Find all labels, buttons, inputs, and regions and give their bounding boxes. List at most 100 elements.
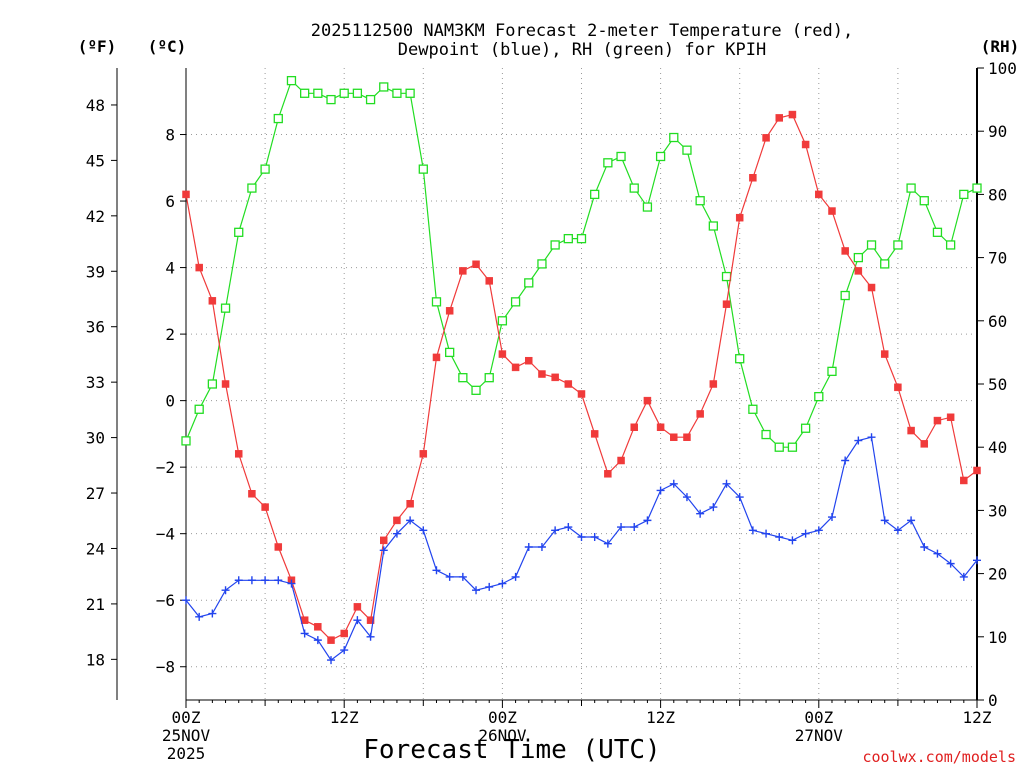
2-meter-temperature-point — [406, 499, 414, 508]
dewpoint-point — [432, 566, 441, 575]
rh-point — [945, 240, 956, 250]
dewpoint-point — [353, 616, 362, 625]
dewpoint-point — [630, 523, 639, 532]
celsius-tick-label: −4 — [156, 525, 175, 544]
dewpoint-point — [880, 516, 889, 525]
dewpoint-series — [182, 433, 981, 665]
rh-tick-label: 30 — [988, 501, 1007, 520]
2-meter-temperature-point — [498, 350, 507, 358]
dewpoint-point — [208, 609, 217, 618]
2-meter-temperature-point — [788, 110, 797, 119]
rh-point — [234, 227, 244, 237]
rh-point — [286, 75, 297, 86]
rh-point — [787, 442, 798, 452]
rh-point — [721, 271, 732, 282]
dewpoint-point — [590, 533, 599, 542]
rh-series — [181, 75, 982, 452]
dewpoint-point — [366, 632, 375, 641]
celsius-tick-label: −6 — [156, 591, 175, 610]
rh-point — [959, 189, 969, 200]
dewpoint-point — [748, 526, 757, 535]
dewpoint-point — [893, 526, 902, 535]
rh-tick-label: 100 — [988, 59, 1017, 78]
dewpoint-point — [577, 533, 586, 542]
dewpoint-point — [537, 542, 546, 551]
2-meter-temperature-point — [353, 603, 362, 611]
celsius-tick-label: −8 — [156, 658, 175, 677]
dewpoint-point — [458, 572, 467, 581]
axes — [111, 67, 984, 708]
rh-point — [853, 252, 863, 263]
2-meter-temperature-point — [960, 476, 968, 485]
rh-point — [932, 227, 943, 237]
dewpoint-point — [959, 572, 968, 581]
celsius-tick-label: 2 — [165, 325, 175, 344]
dewpoint-point — [247, 576, 256, 585]
temperature-series — [182, 110, 981, 644]
rh-point — [629, 183, 639, 193]
rh-point — [524, 278, 534, 288]
2-meter-temperature-point — [630, 423, 638, 431]
dewpoint-point — [973, 556, 981, 565]
2-meter-temperature-point — [221, 380, 230, 388]
dewpoint-point — [564, 523, 573, 532]
fahrenheit-tick-label: 33 — [86, 373, 105, 392]
celsius-unit-label: (ºC) — [148, 37, 187, 56]
2-meter-temperature-point — [564, 380, 573, 388]
2-meter-temperature-point — [933, 416, 942, 425]
2-meter-temperature-point — [656, 423, 665, 431]
2-meter-temperature-point — [577, 390, 586, 398]
2-meter-temperature-point — [314, 623, 322, 631]
2-meter-temperature-point — [735, 213, 744, 222]
fahrenheit-tick-label: 27 — [86, 484, 105, 503]
rh-tick-label: 0 — [988, 691, 998, 710]
2-meter-temperature-point — [973, 466, 981, 475]
fahrenheit-tick-label: 21 — [86, 595, 105, 614]
chart-title: 2025112500 NAM3KM Forecast 2-meter Tempe… — [311, 21, 853, 60]
rh-point — [550, 240, 560, 250]
2-meter-temperature-point — [511, 363, 520, 372]
2-meter-temperature-point — [709, 380, 718, 388]
rh-point — [365, 94, 376, 105]
dewpoint-point — [406, 516, 415, 525]
fahrenheit-tick-label: 24 — [86, 539, 105, 558]
rh-point — [880, 259, 890, 269]
fahrenheit-tick-label: 36 — [86, 318, 105, 337]
rh-tick-label: 80 — [988, 185, 1007, 204]
celsius-tick-label: −2 — [156, 458, 175, 477]
x-tick-label: 12Z — [330, 708, 359, 727]
rh-point — [510, 297, 521, 307]
title-line-1: 2025112500 NAM3KM Forecast 2-meter Tempe… — [311, 21, 853, 41]
rh-point — [682, 145, 692, 155]
dewpoint-point — [946, 559, 955, 568]
2-meter-temperature-point — [683, 433, 691, 441]
2-meter-temperature-point — [234, 450, 243, 458]
2-meter-temperature-point — [248, 490, 256, 498]
dewpoint-point — [801, 529, 810, 538]
fahrenheit-tick-label: 45 — [86, 151, 105, 170]
rh-point — [669, 132, 679, 143]
2-meter-temperature-point — [366, 616, 375, 624]
dewpoint-point — [788, 536, 797, 545]
2-meter-temperature-point — [485, 277, 493, 285]
x-tick-label: 26NOV — [478, 726, 527, 745]
rh-point — [392, 88, 402, 98]
dewpoint-point — [498, 579, 507, 588]
2-meter-temperature-point — [801, 140, 810, 149]
2-meter-temperature-point — [643, 396, 652, 405]
dewpoint-point — [221, 586, 230, 595]
2-meter-temperature-point — [445, 307, 454, 315]
2-meter-temperature-point — [380, 536, 388, 545]
2-meter-temperature-point — [432, 353, 441, 362]
rh-point — [840, 290, 850, 301]
rh-point — [220, 303, 231, 313]
x-tick-label: 2025 — [167, 744, 206, 763]
rh-point — [273, 113, 283, 124]
rh-point — [339, 88, 349, 98]
2-meter-temperature-point — [894, 383, 902, 392]
dewpoint-point — [722, 479, 731, 488]
rh-point — [827, 366, 837, 377]
rh-point — [735, 354, 745, 364]
celsius-tick-label: 8 — [165, 126, 175, 145]
x-tick-label: 12Z — [963, 708, 992, 727]
